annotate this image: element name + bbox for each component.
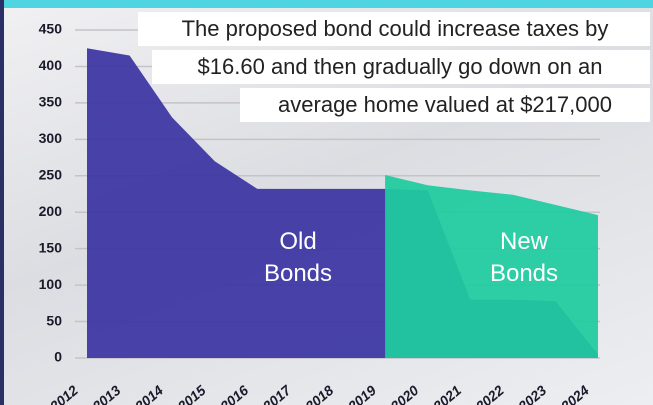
- area: [87, 48, 598, 358]
- left-edge: [0, 0, 4, 405]
- title-line: $16.60 and then gradually go down on an: [198, 54, 603, 79]
- x-tick-label: 2013: [89, 382, 124, 405]
- x-tick-label: 2019: [344, 382, 379, 405]
- x-tick-label: 2022: [472, 382, 507, 405]
- y-tick-label: 50: [46, 312, 62, 328]
- title-line: average home valued at $217,000: [278, 92, 612, 117]
- x-tick-label: 2015: [174, 382, 209, 405]
- series-label: New Bonds: [489, 228, 559, 287]
- x-tick-label: 2014: [131, 382, 166, 405]
- y-tick-label: 0: [54, 349, 62, 365]
- area: [385, 175, 598, 358]
- y-tick-label: 200: [39, 203, 63, 219]
- series-label: Old Bonds: [263, 228, 333, 287]
- x-tick-label: 2012: [46, 382, 81, 405]
- y-tick-label: 150: [39, 239, 63, 255]
- x-tick-label: 2021: [429, 382, 464, 405]
- y-tick-label: 400: [39, 57, 63, 73]
- x-tick-label: 2016: [216, 382, 251, 405]
- y-tick-label: 250: [39, 166, 63, 182]
- y-tick-label: 450: [39, 21, 63, 37]
- y-tick-label: 300: [39, 130, 63, 146]
- x-tick-label: 2020: [387, 382, 422, 405]
- top-band: [0, 0, 653, 8]
- y-tick-label: 350: [39, 94, 63, 110]
- title-bg: [152, 50, 650, 84]
- x-tick-label: 2017: [259, 381, 295, 405]
- title-line: The proposed bond could increase taxes b…: [182, 16, 609, 41]
- x-tick-label: 2024: [557, 382, 592, 405]
- x-tick-label: 2023: [514, 382, 549, 405]
- title-bg: [240, 88, 650, 122]
- x-tick-label: 2018: [302, 382, 337, 405]
- y-tick-label: 100: [39, 276, 63, 292]
- title-bg: [138, 12, 650, 46]
